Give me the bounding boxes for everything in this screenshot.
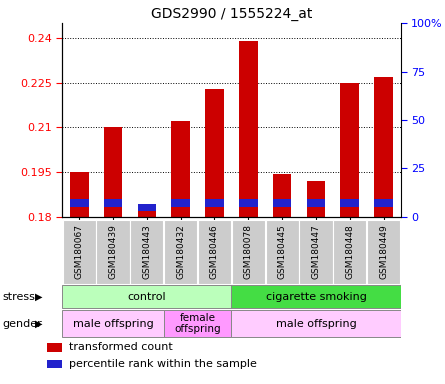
Text: male offspring: male offspring bbox=[275, 318, 356, 329]
Bar bbox=[198, 220, 231, 283]
Bar bbox=[333, 220, 366, 283]
Text: GSM180446: GSM180446 bbox=[210, 224, 219, 279]
Bar bbox=[130, 220, 163, 283]
Bar bbox=[62, 285, 231, 308]
Text: control: control bbox=[128, 291, 166, 302]
Bar bbox=[299, 220, 332, 283]
Bar bbox=[171, 121, 190, 217]
Text: GSM180449: GSM180449 bbox=[379, 224, 388, 279]
Bar bbox=[266, 220, 299, 283]
Text: GSM180432: GSM180432 bbox=[176, 224, 185, 279]
Bar bbox=[340, 199, 359, 207]
Bar bbox=[104, 199, 122, 207]
Text: GSM180448: GSM180448 bbox=[345, 224, 354, 279]
Bar bbox=[307, 181, 325, 217]
Bar bbox=[231, 310, 400, 337]
Bar bbox=[374, 199, 393, 207]
Text: gender: gender bbox=[2, 318, 42, 329]
Text: GSM180078: GSM180078 bbox=[244, 224, 253, 279]
Text: ▶: ▶ bbox=[36, 318, 43, 329]
Text: GSM180445: GSM180445 bbox=[278, 224, 287, 279]
Bar bbox=[171, 199, 190, 207]
Bar bbox=[232, 220, 265, 283]
Bar bbox=[62, 310, 164, 337]
Bar bbox=[138, 204, 156, 211]
Bar bbox=[138, 210, 156, 217]
Bar bbox=[47, 359, 62, 368]
Bar bbox=[340, 83, 359, 217]
Text: transformed count: transformed count bbox=[69, 342, 173, 352]
Bar bbox=[164, 310, 231, 337]
Bar bbox=[63, 220, 96, 283]
Text: cigarette smoking: cigarette smoking bbox=[266, 291, 366, 302]
Text: GSM180443: GSM180443 bbox=[142, 224, 151, 279]
Bar bbox=[104, 127, 122, 217]
Text: stress: stress bbox=[2, 291, 35, 302]
Text: GSM180439: GSM180439 bbox=[109, 224, 117, 279]
Bar bbox=[97, 220, 129, 283]
Bar bbox=[231, 285, 400, 308]
Bar bbox=[205, 199, 224, 207]
Bar bbox=[239, 199, 258, 207]
Bar bbox=[70, 172, 89, 217]
Text: GSM180447: GSM180447 bbox=[312, 224, 320, 279]
Text: ▶: ▶ bbox=[36, 291, 43, 302]
Text: male offspring: male offspring bbox=[73, 318, 154, 329]
Bar bbox=[307, 199, 325, 207]
Text: GSM180067: GSM180067 bbox=[75, 224, 84, 279]
Text: female
offspring: female offspring bbox=[174, 313, 221, 334]
Bar bbox=[205, 89, 224, 217]
Bar bbox=[239, 41, 258, 217]
Bar bbox=[367, 220, 400, 283]
Title: GDS2990 / 1555224_at: GDS2990 / 1555224_at bbox=[151, 7, 312, 21]
Bar bbox=[273, 174, 291, 217]
Bar bbox=[164, 220, 197, 283]
Text: percentile rank within the sample: percentile rank within the sample bbox=[69, 359, 257, 369]
Bar bbox=[70, 199, 89, 207]
Bar bbox=[47, 343, 62, 351]
Bar bbox=[374, 77, 393, 217]
Bar bbox=[273, 199, 291, 207]
